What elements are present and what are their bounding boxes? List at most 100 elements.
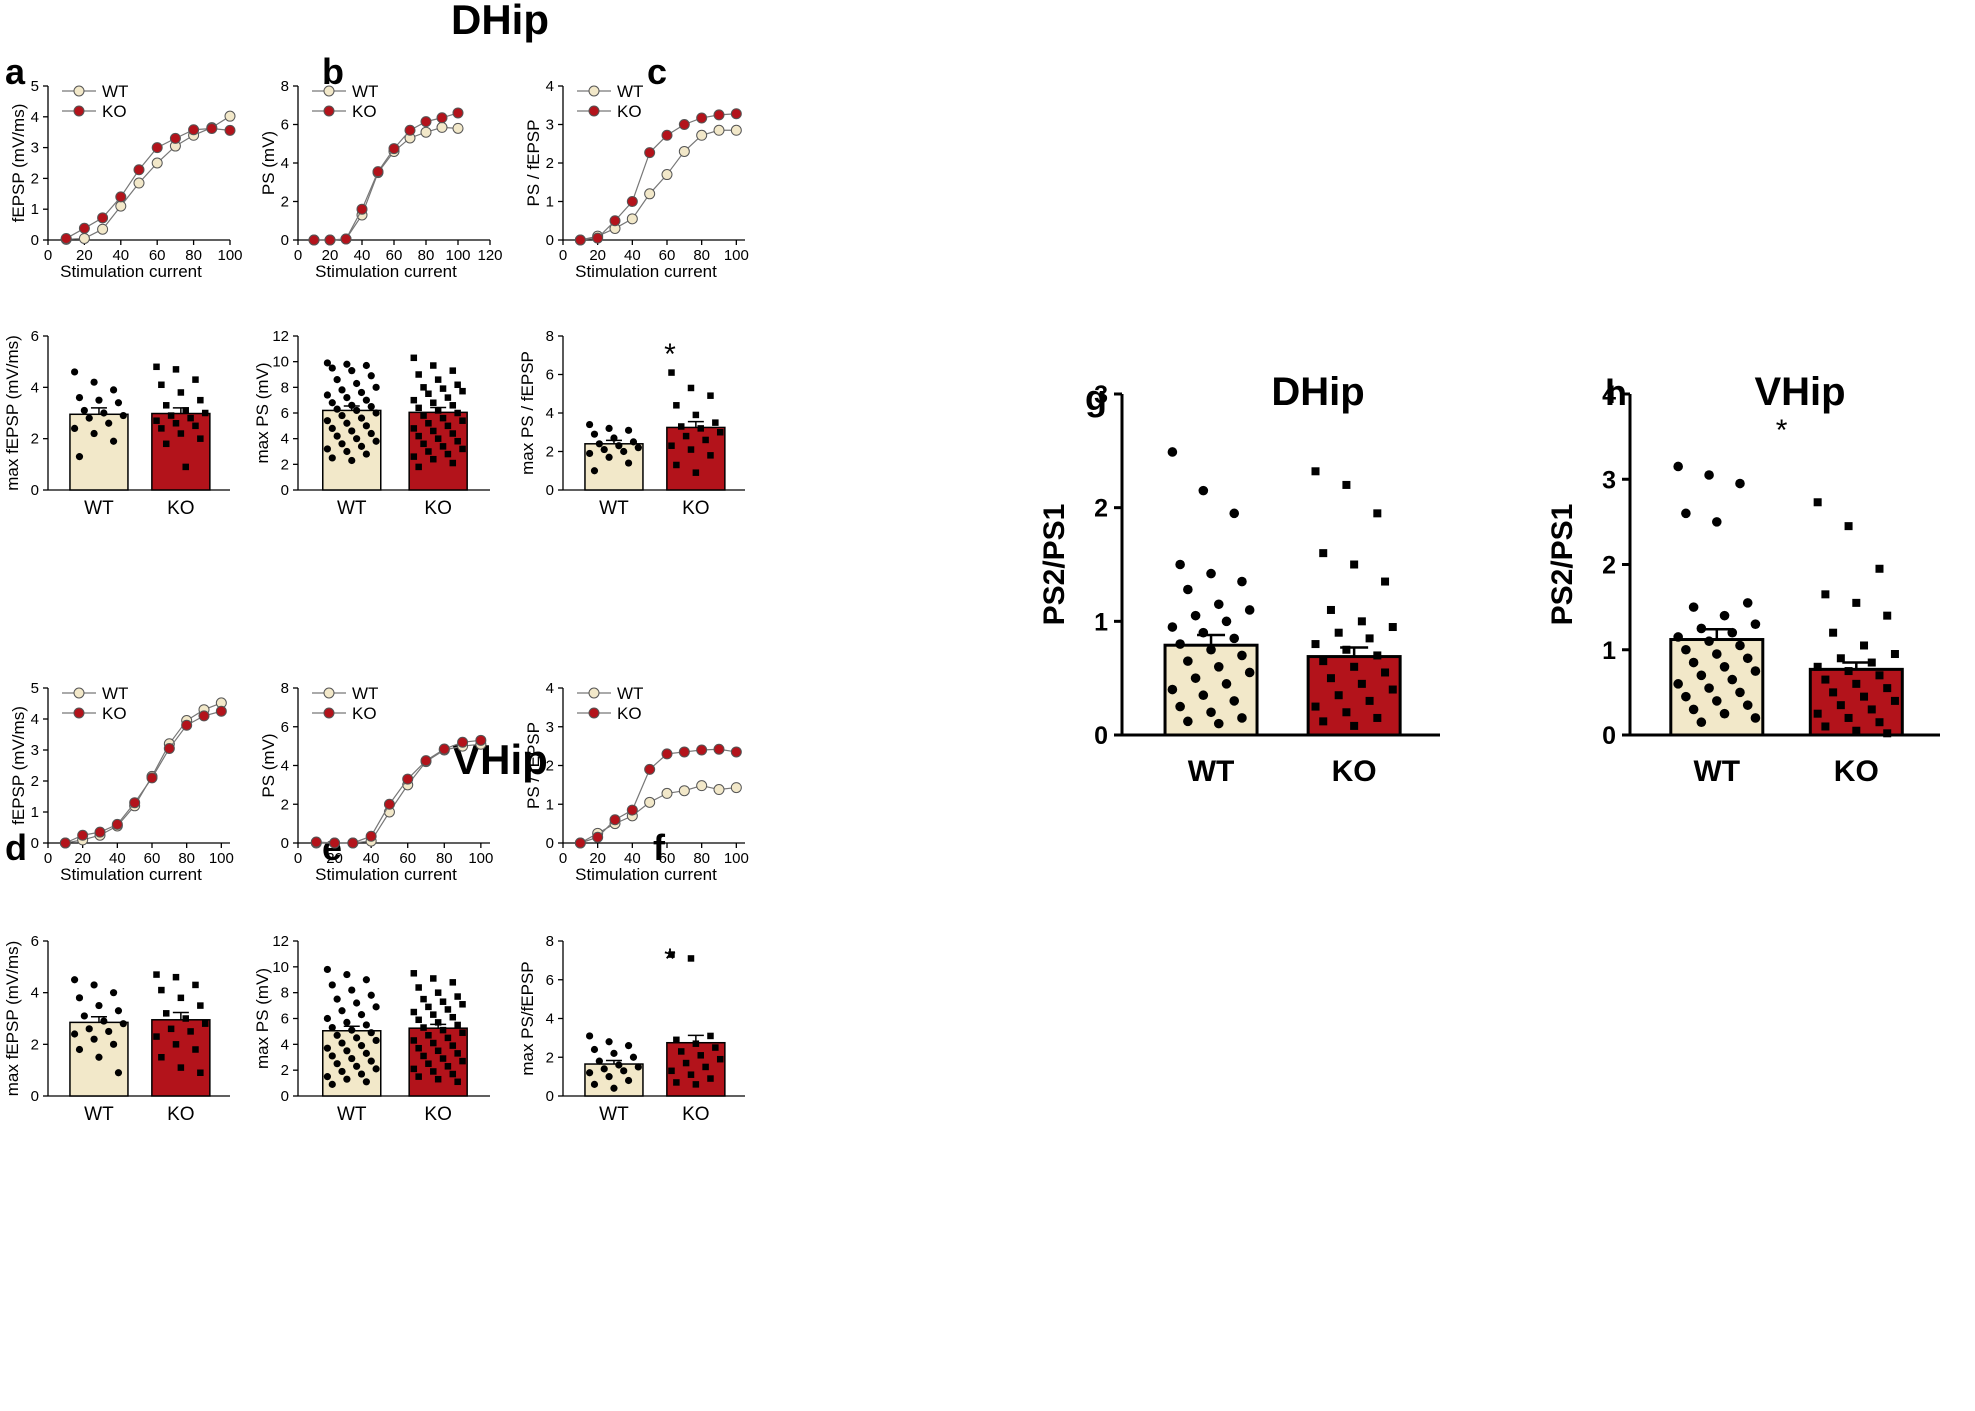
scatter-point-wt bbox=[1183, 656, 1193, 666]
scatter-point-wt bbox=[595, 440, 603, 448]
data-point-ko bbox=[146, 772, 158, 784]
data-point-ko bbox=[420, 755, 432, 767]
y-tick-label: 1 bbox=[546, 194, 554, 211]
scatter-point-ko bbox=[182, 1015, 189, 1022]
scatter-point-wt bbox=[624, 1076, 633, 1085]
scatter-point-ko bbox=[707, 392, 714, 399]
x-axis-label: Stimulation current bbox=[60, 262, 202, 281]
scatter-point-wt bbox=[1198, 485, 1209, 496]
y-tick-label: 2 bbox=[281, 194, 289, 211]
scatter-point-wt bbox=[1688, 657, 1699, 668]
category-label-wt: WT bbox=[337, 498, 367, 519]
data-point-wt bbox=[97, 223, 109, 235]
scatter-point-wt bbox=[624, 426, 633, 434]
series-line-wt bbox=[580, 129, 737, 241]
x-tick-label: 80 bbox=[436, 850, 453, 867]
y-axis-label: max PS / fEPSP bbox=[518, 351, 537, 475]
scatter-point-wt bbox=[328, 399, 336, 407]
y-tick-label: 0 bbox=[281, 232, 289, 249]
bar-wt bbox=[322, 409, 382, 491]
category-label-ko: KO bbox=[167, 498, 194, 519]
scatter-point-ko bbox=[153, 417, 160, 424]
bar-wt bbox=[69, 413, 129, 491]
scatter-point-ko bbox=[434, 376, 442, 383]
data-point-wt bbox=[713, 124, 725, 136]
scatter-point-wt bbox=[1696, 623, 1707, 634]
scatter-point-ko bbox=[439, 443, 447, 450]
scatter-point-ko bbox=[430, 362, 437, 369]
scatter-point-wt bbox=[338, 1007, 346, 1015]
scatter-point-wt bbox=[1213, 718, 1224, 729]
scatter-point-wt bbox=[348, 367, 356, 375]
scatter-point-wt bbox=[343, 360, 351, 368]
scatter-point-ko bbox=[449, 1013, 457, 1021]
x-tick-label: 40 bbox=[354, 247, 371, 264]
y-tick-label: 3 bbox=[1094, 381, 1108, 409]
legend-label-ko: KO bbox=[617, 704, 642, 723]
scatter-point-wt bbox=[343, 970, 351, 979]
scatter-point-wt bbox=[100, 1017, 108, 1025]
scatter-point-ko bbox=[444, 394, 452, 401]
panel-letter-a: a bbox=[5, 51, 26, 92]
x-tick-label: 100 bbox=[468, 850, 493, 867]
y-tick-label: 4 bbox=[31, 711, 39, 728]
y-tick-label: 0 bbox=[1602, 722, 1616, 750]
series-line-ko bbox=[580, 113, 737, 241]
scatter-point-ko bbox=[420, 412, 427, 419]
scatter-point-wt bbox=[605, 1038, 613, 1046]
data-point-ko bbox=[713, 109, 725, 121]
scatter-point-ko bbox=[434, 989, 442, 996]
scatter-point-wt bbox=[610, 1084, 618, 1092]
category-label-wt: WT bbox=[599, 1104, 629, 1125]
scatter-point-wt bbox=[1688, 602, 1699, 612]
scatter-point-ko bbox=[692, 1081, 700, 1088]
scatter-point-wt bbox=[1198, 627, 1209, 638]
scatter-point-wt bbox=[343, 1018, 351, 1026]
x-axis-label: Stimulation current bbox=[315, 262, 457, 281]
x-tick-label: 20 bbox=[74, 850, 91, 867]
legend-marker-ko bbox=[73, 105, 85, 117]
scatter-point-ko bbox=[1829, 688, 1838, 697]
scatter-point-ko bbox=[707, 452, 714, 459]
x-tick-label: 80 bbox=[178, 850, 195, 867]
scatter-point-ko bbox=[444, 422, 452, 430]
scatter-point-ko bbox=[449, 1042, 457, 1049]
scatter-point-ko bbox=[1357, 679, 1366, 688]
scatter-point-wt bbox=[1237, 713, 1247, 723]
scatter-point-wt bbox=[362, 450, 370, 458]
scatter-point-ko bbox=[459, 387, 466, 395]
scatter-point-ko bbox=[410, 1008, 418, 1016]
scatter-point-ko bbox=[1373, 509, 1382, 518]
y-tick-label: 10 bbox=[272, 959, 289, 976]
y-tick-label: 3 bbox=[546, 117, 554, 134]
scatter-point-ko bbox=[439, 1055, 447, 1062]
scatter-point-wt bbox=[1190, 610, 1201, 621]
data-point-wt bbox=[151, 157, 163, 169]
scatter-point-ko bbox=[454, 381, 461, 389]
y-tick-label: 2 bbox=[546, 758, 554, 775]
scatter-point-ko bbox=[1852, 679, 1861, 688]
category-label-wt: WT bbox=[1693, 755, 1740, 788]
scatter-point-wt bbox=[323, 445, 331, 453]
y-tick-label: 4 bbox=[546, 1011, 554, 1028]
data-point-ko bbox=[356, 203, 368, 215]
y-tick-label: 1 bbox=[1094, 608, 1108, 636]
scatter-point-wt bbox=[1719, 708, 1730, 719]
scatter-point-ko bbox=[1844, 522, 1853, 531]
scatter-point-wt bbox=[357, 442, 366, 450]
scatter-point-ko bbox=[673, 1036, 680, 1044]
scatter-point-wt bbox=[109, 437, 118, 445]
scatter-point-wt bbox=[1167, 684, 1178, 695]
legend-marker-wt bbox=[323, 687, 335, 699]
scatter-point-ko bbox=[449, 402, 457, 409]
y-tick-label: 2 bbox=[31, 431, 39, 448]
scatter-point-wt bbox=[362, 976, 370, 984]
scatter-point-ko bbox=[415, 984, 422, 991]
scatter-point-wt bbox=[605, 453, 613, 461]
y-axis-label: max PS/fEPSP bbox=[518, 961, 537, 1075]
data-point-ko bbox=[696, 744, 708, 756]
scatter-point-ko bbox=[673, 402, 680, 409]
scatter-point-ko bbox=[697, 1052, 704, 1059]
